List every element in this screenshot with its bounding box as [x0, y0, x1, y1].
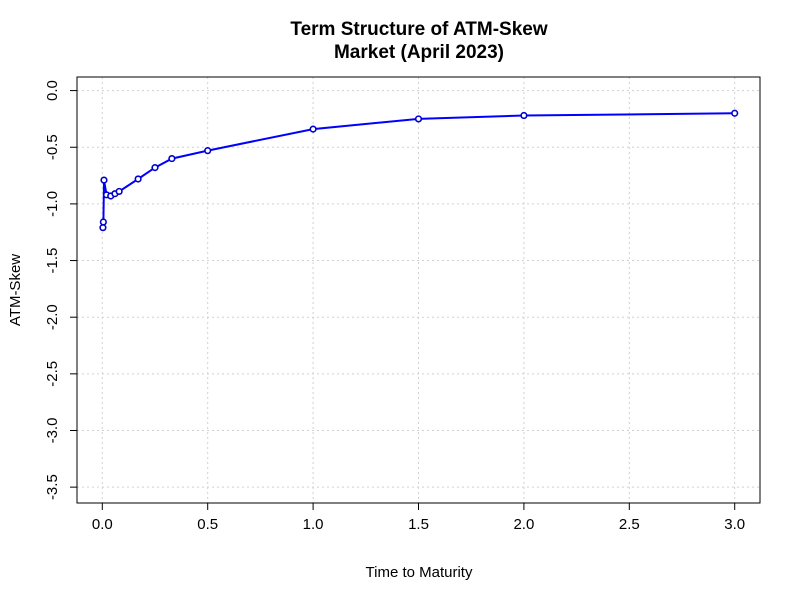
grid-lines — [77, 77, 760, 503]
x-tick-label: 2.5 — [619, 516, 640, 533]
data-point — [731, 109, 739, 117]
x-tick-label: 1.0 — [303, 516, 324, 533]
y-tick-label: -3.5 — [44, 474, 61, 500]
x-tick-label: 0.0 — [92, 516, 113, 533]
data-point — [168, 154, 176, 163]
y-tick-label: -0.5 — [44, 134, 61, 160]
x-axis-label: Time to Maturity — [366, 564, 473, 581]
data-point — [134, 175, 142, 183]
x-tick-label: 2.0 — [513, 516, 534, 533]
x-tick-label: 3.0 — [724, 516, 745, 533]
y-tick-label: 0.0 — [44, 80, 61, 101]
y-tick-label: -2.5 — [44, 361, 61, 387]
data-point — [151, 164, 159, 172]
y-tick-label: -3.0 — [44, 418, 61, 444]
x-axis: 0.0 0.5 1.0 1.5 2.0 2.5 3.0 — [92, 503, 745, 533]
plot-frame — [76, 76, 761, 504]
series-line — [101, 112, 735, 228]
data-point — [414, 115, 423, 123]
data-point — [99, 218, 107, 226]
data-point — [99, 224, 107, 232]
y-tick-label: -2.0 — [44, 304, 61, 330]
y-tick-label: -1.0 — [44, 191, 61, 217]
x-tick-label: 0.5 — [197, 516, 218, 533]
y-axis-label: ATM-Skew — [7, 254, 24, 326]
x-tick-label: 1.5 — [408, 516, 429, 533]
y-axis: 0.0 -0.5 -1.0 -1.5 -2.0 -2.5 -3.0 -3.5 — [44, 80, 77, 500]
data-point — [100, 176, 108, 184]
chart-title-line2: Market (April 2023) — [334, 42, 504, 63]
data-series — [99, 109, 739, 232]
y-tick-label: -1.5 — [44, 248, 61, 274]
data-point — [309, 125, 317, 133]
data-point — [520, 111, 528, 120]
data-point — [115, 187, 123, 196]
chart-title-line1: Term Structure of ATM-Skew — [290, 19, 547, 40]
data-point — [204, 147, 212, 155]
